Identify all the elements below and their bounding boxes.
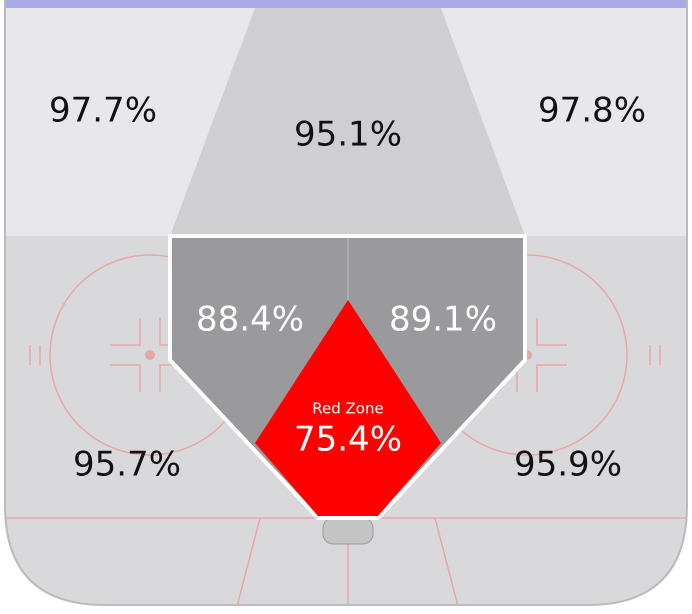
blue-line (5, 0, 687, 8)
red-zone-value: 75.4% (294, 420, 402, 460)
red-zone (255, 300, 441, 516)
goal-net (322, 517, 374, 545)
hash-marks (110, 318, 190, 392)
zone-value: 88.4% (196, 300, 304, 340)
top-center-zone (170, 0, 525, 236)
zone-value: 97.7% (49, 91, 157, 131)
boards (4, 0, 688, 606)
faceoff-dot (145, 350, 155, 360)
zone-value: 95.9% (514, 445, 622, 485)
zone-value: 89.1% (389, 300, 497, 340)
zone-value: 97.8% (538, 91, 646, 131)
zone-value: 95.1% (294, 115, 402, 155)
zone-value: 95.7% (73, 445, 181, 485)
red-zone-title: Red Zone (312, 400, 383, 418)
hash-marks (29, 345, 661, 365)
